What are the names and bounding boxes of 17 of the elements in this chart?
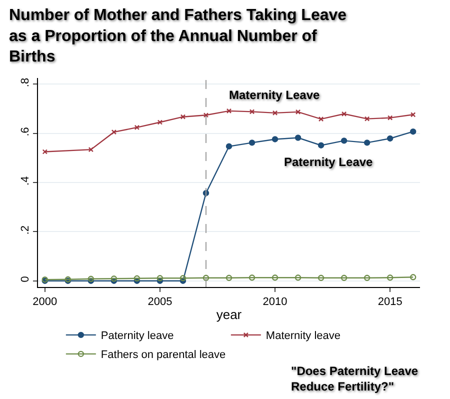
y-tick-label: .4 xyxy=(20,176,32,186)
legend-label: Maternity leave xyxy=(266,330,341,342)
y-tick-label: .8 xyxy=(20,78,32,88)
x-tick-label: 2000 xyxy=(32,296,58,308)
x-axis-title: year xyxy=(216,306,242,322)
annotation: Paternity Leave xyxy=(284,155,374,169)
x-tick-label: 2010 xyxy=(262,296,288,308)
text: "Does Paternity Leave Reduce Fertility?" xyxy=(291,364,418,394)
x-tick-label: 2015 xyxy=(378,296,402,308)
annotation: Maternity Leave xyxy=(229,88,320,102)
chart-title: Number of Mother and Fathers Taking Leave as a Proportion of the Annual Number of Births xyxy=(9,6,347,66)
y-tick-label: .6 xyxy=(20,127,32,136)
y-tick-label: 0 xyxy=(20,276,32,282)
y-tick-label: .2 xyxy=(20,225,32,235)
x-tick-label: 2005 xyxy=(148,296,172,308)
legend-label: Paternity leave xyxy=(100,330,174,342)
legend-label: Fathers on parental leave xyxy=(100,349,226,362)
